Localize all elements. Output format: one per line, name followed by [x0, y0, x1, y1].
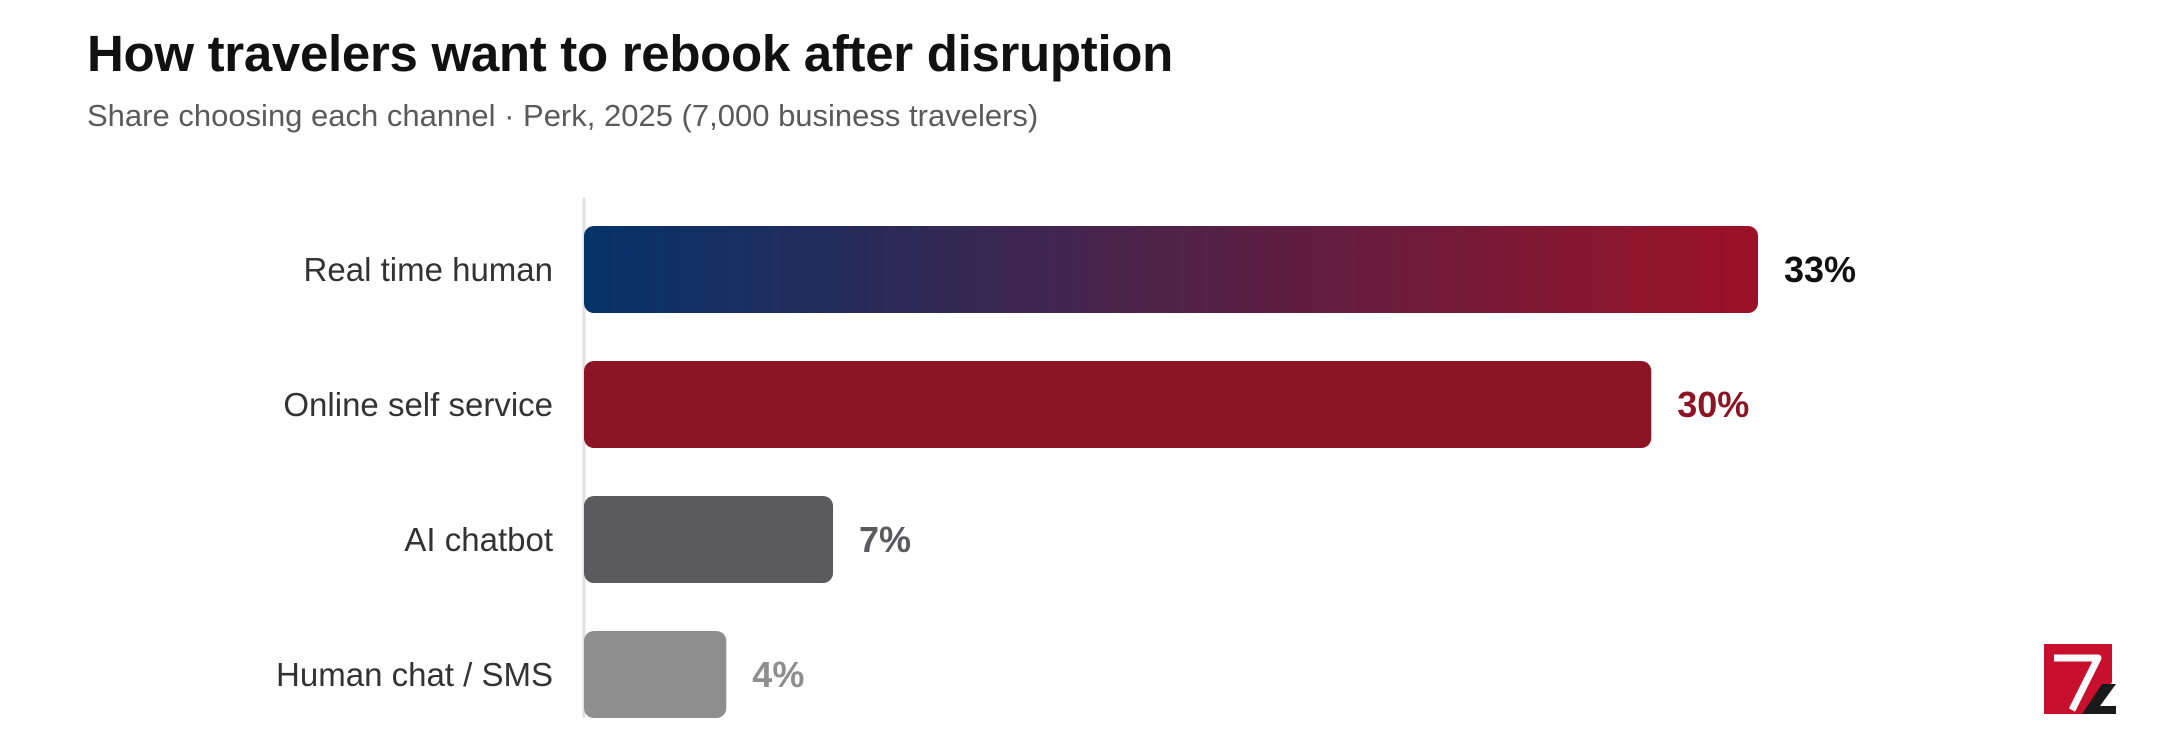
value-label-0: 33% — [1784, 249, 1856, 290]
chart-subtitle: Share choosing each channel · Perk, 2025… — [87, 98, 1039, 133]
bar-0 — [584, 226, 1758, 313]
value-label-2: 7% — [859, 519, 911, 560]
value-label-1: 30% — [1677, 384, 1749, 425]
value-label-3: 4% — [752, 654, 804, 695]
category-label-0: Real time human — [304, 251, 553, 288]
bar-3 — [584, 631, 727, 718]
brand-logo-icon — [2044, 644, 2116, 714]
bar-1 — [584, 361, 1652, 448]
category-label-2: AI chatbot — [404, 521, 553, 558]
chart-title: How travelers want to rebook after disru… — [87, 25, 1174, 82]
category-label-3: Human chat / SMS — [276, 656, 553, 693]
bar-2 — [584, 496, 834, 583]
category-label-1: Online self service — [283, 386, 553, 423]
